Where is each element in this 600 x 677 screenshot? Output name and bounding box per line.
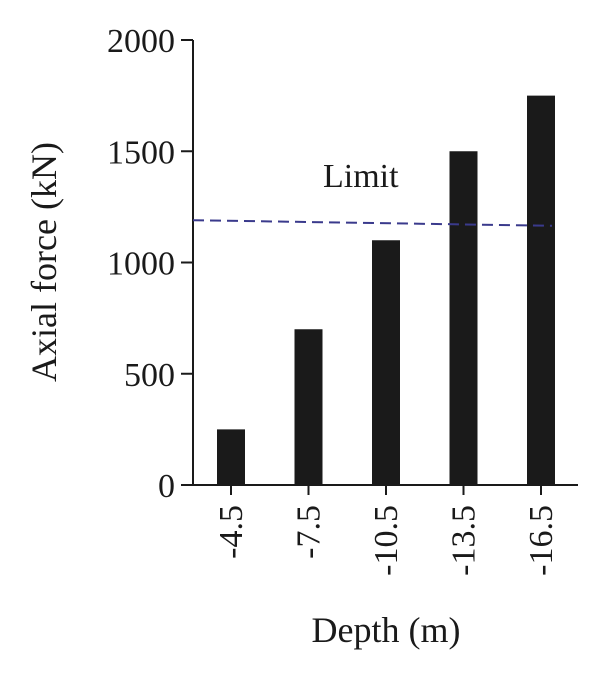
bar (217, 429, 245, 485)
y-tick-label: 1500 (107, 134, 175, 171)
x-tick-label: -4.5 (213, 505, 250, 559)
bar (294, 329, 323, 485)
x-tick-label: -16.5 (523, 505, 560, 576)
bar (527, 95, 555, 485)
y-axis-title: Axial force (kN) (24, 142, 64, 382)
bar (449, 151, 478, 485)
x-ticks: -4.5 -7.5 -10.5 -13.5 -16.5 (213, 485, 560, 576)
bar (372, 240, 400, 485)
x-axis-title: Depth (m) (312, 610, 461, 650)
x-tick-label: -7.5 (291, 505, 328, 559)
x-tick-label: -13.5 (446, 505, 483, 576)
y-tick-label: 0 (158, 468, 175, 505)
limit-line (192, 219, 553, 227)
limit-label: Limit (323, 158, 399, 195)
y-tick-label: 500 (124, 357, 175, 394)
y-ticks: 0 500 1000 1500 2000 (107, 23, 193, 505)
y-tick-label: 2000 (107, 23, 175, 60)
bars (217, 95, 555, 485)
y-tick-label: 1000 (107, 246, 175, 283)
x-tick-label: -10.5 (368, 505, 405, 576)
